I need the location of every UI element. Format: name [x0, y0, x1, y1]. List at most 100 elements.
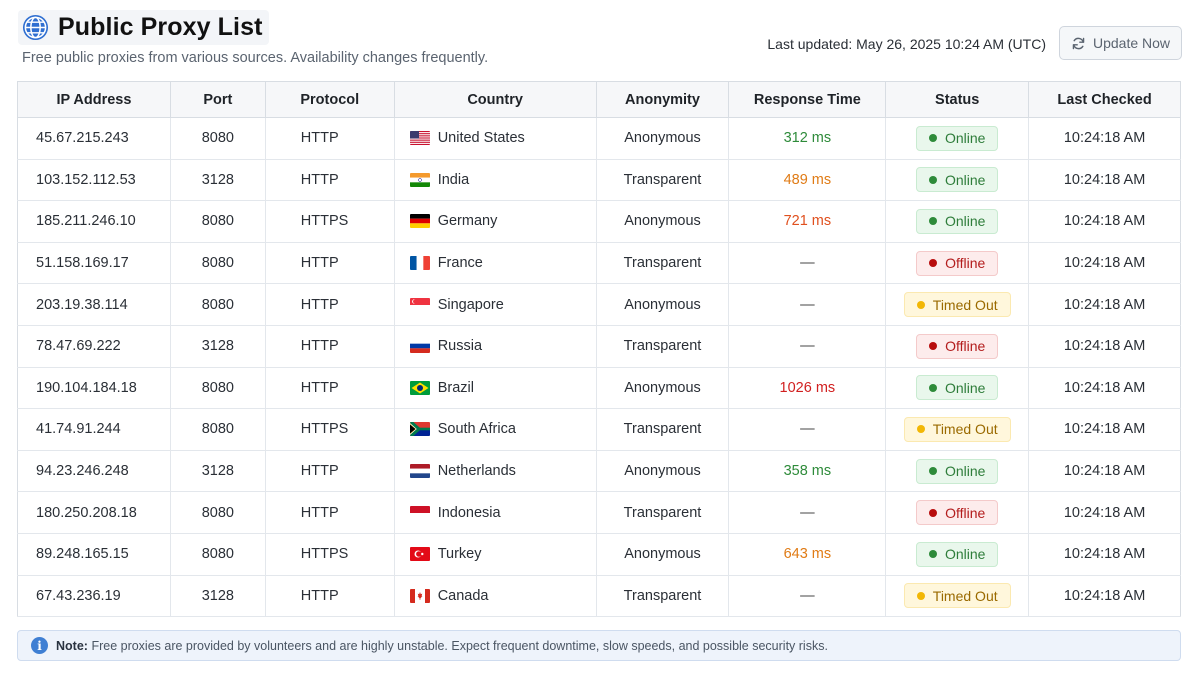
table-row[interactable]: 89.248.165.15 8080 HTTPS Turkey Anonymou…: [17, 533, 1181, 576]
country-name: Canada: [437, 587, 489, 604]
port-cell: 8080: [170, 533, 266, 576]
status-cell: Offline: [885, 325, 1030, 368]
country-name: Brazil: [437, 379, 474, 396]
flag-ca-icon: [409, 588, 430, 603]
update-now-button[interactable]: Update Now: [1059, 26, 1182, 60]
note-banner: i Note: Free proxies are provided by vol…: [17, 630, 1181, 661]
country-cell: Netherlands: [394, 450, 597, 493]
port-cell: 8080: [170, 283, 266, 326]
ip-cell[interactable]: 67.43.236.19: [17, 575, 171, 618]
last-checked-cell: 10:24:18 AM: [1028, 117, 1181, 160]
status-label: Online: [944, 379, 986, 396]
anonymity-cell: Transparent: [596, 159, 730, 202]
country-cell: Indonesia: [394, 491, 597, 534]
ip-cell[interactable]: 41.74.91.244: [17, 408, 171, 451]
table-row[interactable]: 190.104.184.18 8080 HTTP Brazil Anonymou…: [17, 367, 1181, 410]
status-dot-icon: [928, 383, 937, 392]
last-updated-text: Last updated: May 26, 2025 10:24 AM (UTC…: [767, 36, 1046, 52]
anonymity-cell: Anonymous: [596, 283, 730, 326]
col-header-status[interactable]: Status: [885, 81, 1030, 118]
col-header-port[interactable]: Port: [170, 81, 266, 118]
anonymity-cell: Anonymous: [596, 450, 730, 493]
last-checked-cell: 10:24:18 AM: [1028, 325, 1181, 368]
response-time-cell: 721 ms: [728, 200, 887, 243]
response-time-cell: —: [728, 325, 887, 368]
country-name: India: [437, 171, 470, 188]
table-row[interactable]: 203.19.38.114 8080 HTTP Singapore Anonym…: [17, 283, 1181, 326]
response-time-cell: 489 ms: [728, 159, 887, 202]
info-icon: i: [31, 637, 48, 654]
flag-us-icon: [409, 131, 430, 146]
ip-cell[interactable]: 78.47.69.222: [17, 325, 171, 368]
status-cell: Online: [885, 159, 1030, 202]
flag-ru-icon: [409, 339, 430, 354]
flag-de-icon: [409, 214, 430, 229]
country-cell: Singapore: [394, 283, 597, 326]
table-row[interactable]: 67.43.236.19 3128 HTTP Canada Transparen…: [17, 575, 1181, 618]
status-cell: Online: [885, 117, 1030, 160]
last-checked-cell: 10:24:18 AM: [1028, 159, 1181, 202]
anonymity-cell: Anonymous: [596, 117, 730, 160]
response-time-cell: 643 ms: [728, 533, 887, 576]
anonymity-cell: Anonymous: [596, 200, 730, 243]
status-cell: Timed Out: [885, 408, 1030, 451]
status-badge: Online: [915, 208, 999, 234]
port-cell: 8080: [170, 367, 266, 410]
flag-br-icon: [409, 380, 430, 395]
country-cell: Brazil: [394, 367, 597, 410]
port-cell: 8080: [170, 408, 266, 451]
last-checked-cell: 10:24:18 AM: [1028, 533, 1181, 576]
table-row[interactable]: 45.67.215.243 8080 HTTP United States An…: [17, 117, 1181, 160]
table-row[interactable]: 78.47.69.222 3128 HTTP Russia Transparen…: [17, 325, 1181, 368]
col-header-protocol[interactable]: Protocol: [265, 81, 395, 118]
page-title: Public Proxy List: [58, 13, 263, 41]
last-checked-cell: 10:24:18 AM: [1028, 242, 1181, 285]
country-name: Germany: [437, 213, 498, 230]
ip-cell[interactable]: 103.152.112.53: [17, 159, 171, 202]
col-header-last-checked[interactable]: Last Checked: [1028, 81, 1181, 118]
protocol-cell: HTTP: [265, 159, 395, 202]
table-row[interactable]: 103.152.112.53 3128 HTTP India Transpare…: [17, 159, 1181, 202]
country-name: South Africa: [437, 421, 516, 438]
protocol-cell: HTTP: [265, 283, 395, 326]
protocol-cell: HTTPS: [265, 200, 395, 243]
protocol-cell: HTTP: [265, 491, 395, 534]
ip-cell[interactable]: 89.248.165.15: [17, 533, 171, 576]
col-header-response-time[interactable]: Response Time: [728, 81, 887, 118]
port-cell: 3128: [170, 159, 266, 202]
ip-cell[interactable]: 45.67.215.243: [17, 117, 171, 160]
ip-cell[interactable]: 51.158.169.17: [17, 242, 171, 285]
col-header-anonymity[interactable]: Anonymity: [596, 81, 730, 118]
country-cell: Russia: [394, 325, 597, 368]
ip-cell[interactable]: 190.104.184.18: [17, 367, 171, 410]
table-row[interactable]: 41.74.91.244 8080 HTTPS South Africa Tra…: [17, 408, 1181, 451]
flag-fr-icon: [409, 256, 430, 271]
col-header-country[interactable]: Country: [394, 81, 597, 118]
status-badge: Online: [915, 167, 999, 193]
note-label: Note:: [56, 638, 88, 653]
status-cell: Online: [885, 533, 1030, 576]
response-time-cell: —: [728, 408, 887, 451]
table-row[interactable]: 185.211.246.10 8080 HTTPS Germany Anonym…: [17, 200, 1181, 243]
ip-cell[interactable]: 203.19.38.114: [17, 283, 171, 326]
last-checked-cell: 10:24:18 AM: [1028, 575, 1181, 618]
ip-cell[interactable]: 185.211.246.10: [17, 200, 171, 243]
status-dot-icon: [929, 342, 938, 351]
country-name: Netherlands: [437, 463, 516, 480]
note-text: Note: Free proxies are provided by volun…: [56, 639, 828, 653]
table-row[interactable]: 94.23.246.248 3128 HTTP Netherlands Anon…: [17, 450, 1181, 493]
last-checked-cell: 10:24:18 AM: [1028, 408, 1181, 451]
table-row[interactable]: 180.250.208.18 8080 HTTP Indonesia Trans…: [17, 491, 1181, 534]
status-label: Timed Out: [932, 587, 998, 604]
country-name: United States: [437, 130, 525, 147]
update-now-label: Update Now: [1092, 35, 1171, 51]
port-cell: 3128: [170, 575, 266, 618]
table-row[interactable]: 51.158.169.17 8080 HTTP France Transpare…: [17, 242, 1181, 285]
last-checked-cell: 10:24:18 AM: [1028, 491, 1181, 534]
ip-cell[interactable]: 180.250.208.18: [17, 491, 171, 534]
status-cell: Timed Out: [885, 575, 1030, 618]
status-cell: Timed Out: [885, 283, 1030, 326]
ip-cell[interactable]: 94.23.246.248: [17, 450, 171, 493]
col-header-ip[interactable]: IP Address: [17, 81, 171, 118]
country-cell: India: [394, 159, 597, 202]
